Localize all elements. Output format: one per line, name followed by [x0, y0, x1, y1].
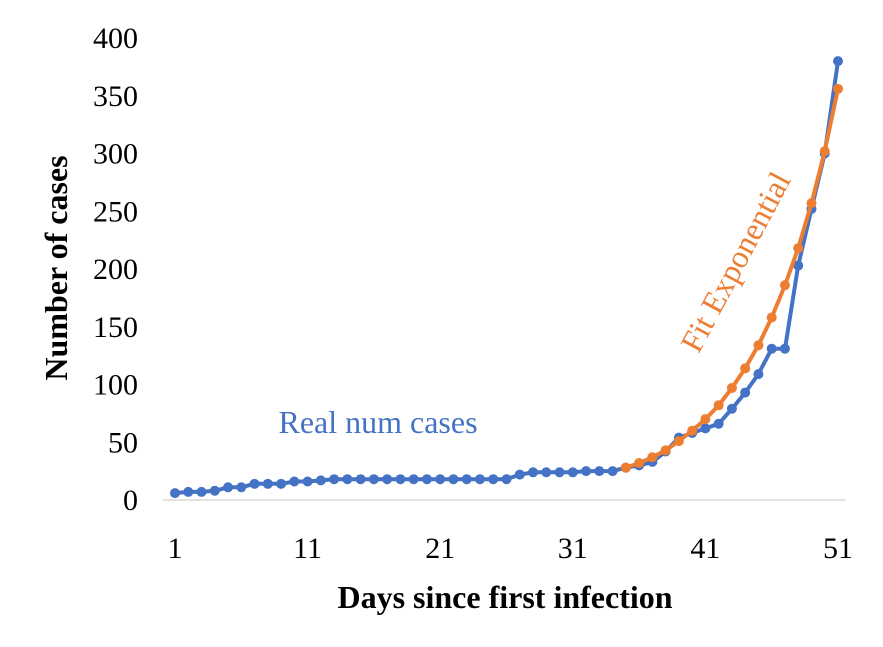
data-point — [461, 474, 472, 485]
x-tick-label: 11 — [293, 532, 322, 565]
data-point — [581, 466, 592, 477]
data-point — [833, 83, 843, 94]
x-tick-label: 1 — [168, 532, 183, 565]
data-point — [647, 452, 658, 463]
data-point — [713, 418, 724, 429]
data-point — [766, 343, 777, 354]
x-tick-label: 21 — [425, 532, 455, 565]
data-point — [687, 425, 698, 436]
y-tick-label: 150 — [93, 311, 138, 344]
data-point — [223, 482, 234, 493]
data-point — [634, 458, 645, 469]
y-tick-label: 100 — [93, 369, 138, 402]
x-tick-label: 41 — [690, 532, 720, 565]
data-point — [779, 343, 790, 354]
data-point — [196, 486, 207, 497]
y-tick-label: 300 — [93, 138, 138, 171]
data-point — [726, 382, 737, 393]
data-point — [368, 474, 379, 485]
data-point — [249, 478, 260, 489]
data-point — [660, 445, 671, 456]
series-label-fit: Fit Exponential — [673, 166, 798, 358]
y-tick-label: 50 — [108, 426, 138, 459]
x-axis-title: Days since first infection — [337, 579, 672, 615]
y-tick-label: 0 — [123, 484, 138, 517]
data-point — [276, 478, 287, 489]
data-point — [793, 260, 804, 271]
data-point — [342, 474, 353, 485]
data-point — [329, 474, 340, 485]
y-tick-label: 350 — [93, 80, 138, 113]
data-point — [620, 462, 631, 473]
data-point — [673, 436, 684, 447]
y-tick-label: 400 — [93, 22, 138, 55]
data-point — [315, 475, 326, 486]
data-point — [448, 474, 459, 485]
data-point — [236, 482, 247, 493]
data-point — [382, 474, 393, 485]
data-point — [435, 474, 446, 485]
data-point — [262, 478, 273, 489]
x-axis-ticks: 1 11 21 31 41 51 — [168, 532, 854, 565]
y-axis-ticks: 0 50 100 150 200 250 300 350 400 — [93, 22, 138, 517]
data-point — [408, 474, 419, 485]
series-fit — [620, 83, 843, 473]
y-axis-title: Number of cases — [38, 155, 74, 380]
data-point — [395, 474, 406, 485]
series-layer — [170, 56, 843, 499]
data-point — [528, 467, 539, 478]
x-tick-label: 31 — [558, 532, 588, 565]
data-point — [302, 476, 313, 487]
data-point — [488, 474, 499, 485]
data-point — [700, 414, 711, 425]
x-tick-label: 51 — [823, 532, 853, 565]
data-point — [170, 488, 180, 499]
data-point — [833, 56, 843, 67]
data-point — [541, 467, 552, 478]
data-point — [567, 467, 578, 478]
data-point — [740, 363, 751, 374]
data-point — [753, 369, 764, 380]
data-point — [421, 474, 432, 485]
data-point — [806, 198, 817, 209]
data-point — [554, 467, 565, 478]
data-point — [726, 403, 737, 414]
data-point — [474, 474, 485, 485]
y-tick-label: 250 — [93, 195, 138, 228]
data-point — [501, 474, 512, 485]
y-tick-label: 200 — [93, 253, 138, 286]
data-point — [607, 466, 618, 477]
data-point — [779, 280, 790, 291]
data-point — [713, 400, 724, 411]
data-point — [766, 312, 777, 323]
data-point — [183, 486, 194, 497]
data-point — [819, 146, 830, 157]
data-point — [209, 485, 220, 496]
data-point — [740, 387, 751, 398]
data-point — [514, 469, 525, 480]
data-point — [594, 466, 605, 477]
data-point — [793, 243, 804, 254]
data-point — [289, 476, 300, 487]
data-point — [355, 474, 366, 485]
data-point — [700, 423, 711, 434]
data-point — [753, 340, 764, 351]
series-label-real: Real num cases — [278, 404, 477, 440]
